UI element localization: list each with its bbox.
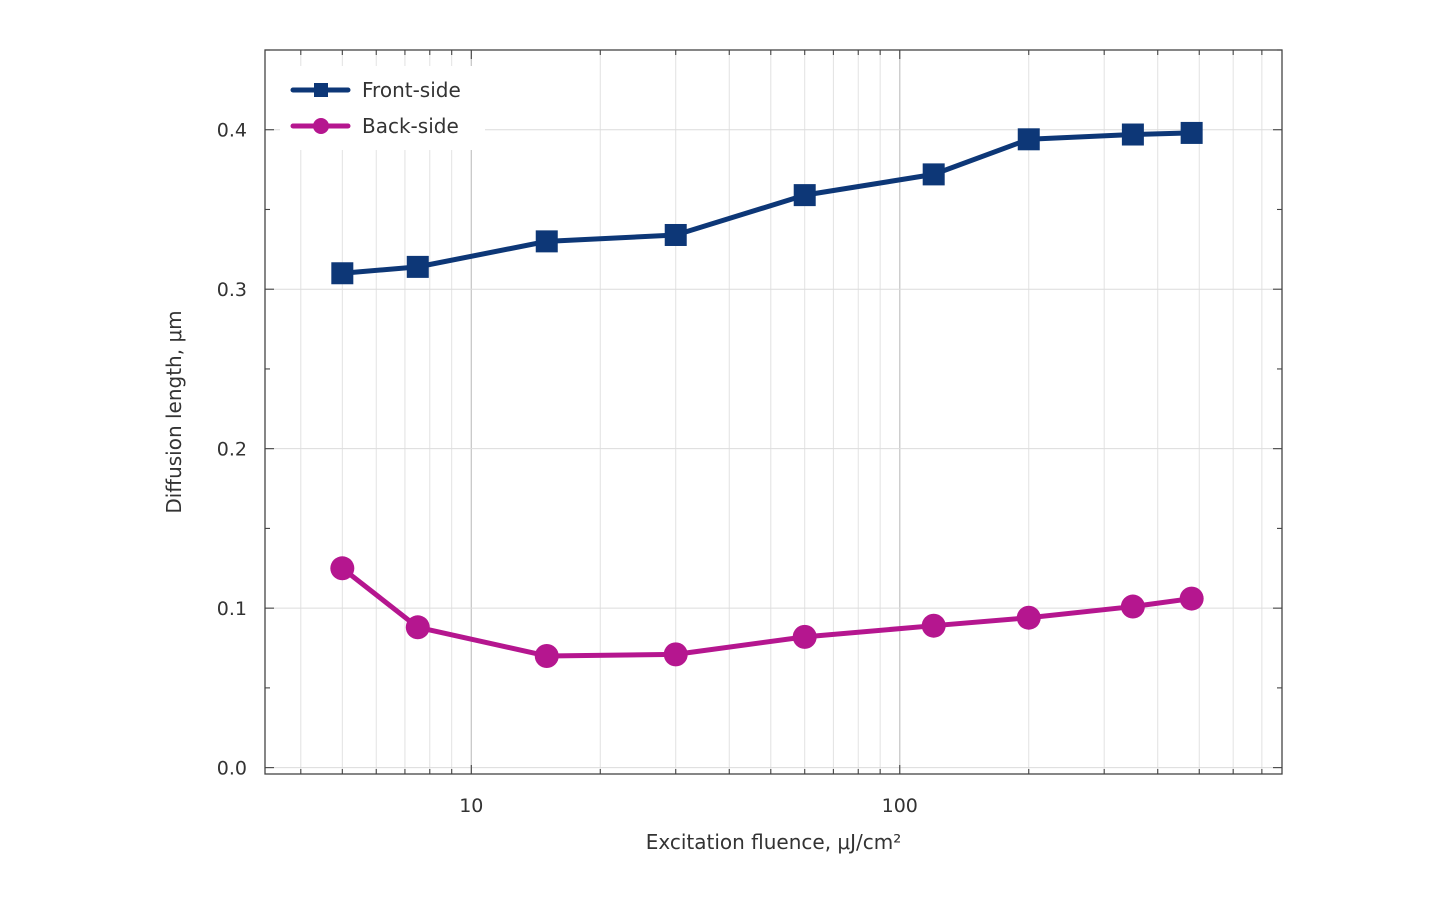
y-tick-label: 0.1 — [217, 598, 247, 620]
data-point-back-side — [921, 613, 946, 638]
data-point-front-side — [535, 230, 558, 253]
legend-marker-back-side — [313, 118, 329, 134]
data-point-back-side — [330, 556, 355, 581]
legend-item-back-side: Back-side — [290, 114, 459, 138]
data-point-back-side — [663, 642, 688, 667]
y-axis-title: Diffusion length, μm — [162, 310, 186, 513]
y-tick-label: 0.2 — [217, 439, 247, 461]
x-tick-label: 10 — [459, 795, 483, 817]
legend: Front-side Back-side — [280, 66, 485, 150]
data-point-back-side — [405, 615, 430, 640]
series-line-back-side — [339, 565, 1195, 659]
x-tick-label: 100 — [882, 795, 918, 817]
data-point-back-side — [534, 643, 559, 668]
data-point-front-side — [922, 163, 945, 186]
legend-background — [280, 66, 485, 150]
data-point-front-side — [406, 255, 429, 278]
data-point-back-side — [1016, 605, 1041, 630]
y-tick-label: 0.3 — [217, 279, 247, 301]
legend-item-front-side: Front-side — [290, 78, 461, 102]
legend-label-back-side: Back-side — [362, 114, 459, 138]
data-point-front-side — [793, 184, 816, 207]
data-point-back-side — [792, 624, 817, 649]
data-point-front-side — [1017, 128, 1040, 151]
legend-marker-front-side — [314, 83, 328, 97]
data-point-front-side — [331, 262, 354, 285]
ticks-layer — [265, 49, 1282, 774]
series-line-front-side — [339, 130, 1195, 276]
y-tick-label: 0.4 — [217, 120, 247, 142]
data-point-back-side — [1179, 586, 1204, 611]
data-point-front-side — [1180, 121, 1203, 144]
series-layer — [330, 121, 1204, 668]
data-point-front-side — [1121, 123, 1144, 146]
x-axis-title: Excitation fluence, μJ/cm² — [646, 830, 902, 854]
grid-layer — [265, 50, 1282, 774]
tick-labels: 10 100 0.0 0.1 0.2 0.3 0.4 — [217, 120, 918, 817]
plot-frame — [264, 49, 1283, 775]
data-point-back-side — [1120, 594, 1145, 619]
legend-label-front-side: Front-side — [362, 78, 461, 102]
y-tick-label: 0.0 — [217, 758, 247, 780]
data-point-front-side — [664, 223, 687, 246]
